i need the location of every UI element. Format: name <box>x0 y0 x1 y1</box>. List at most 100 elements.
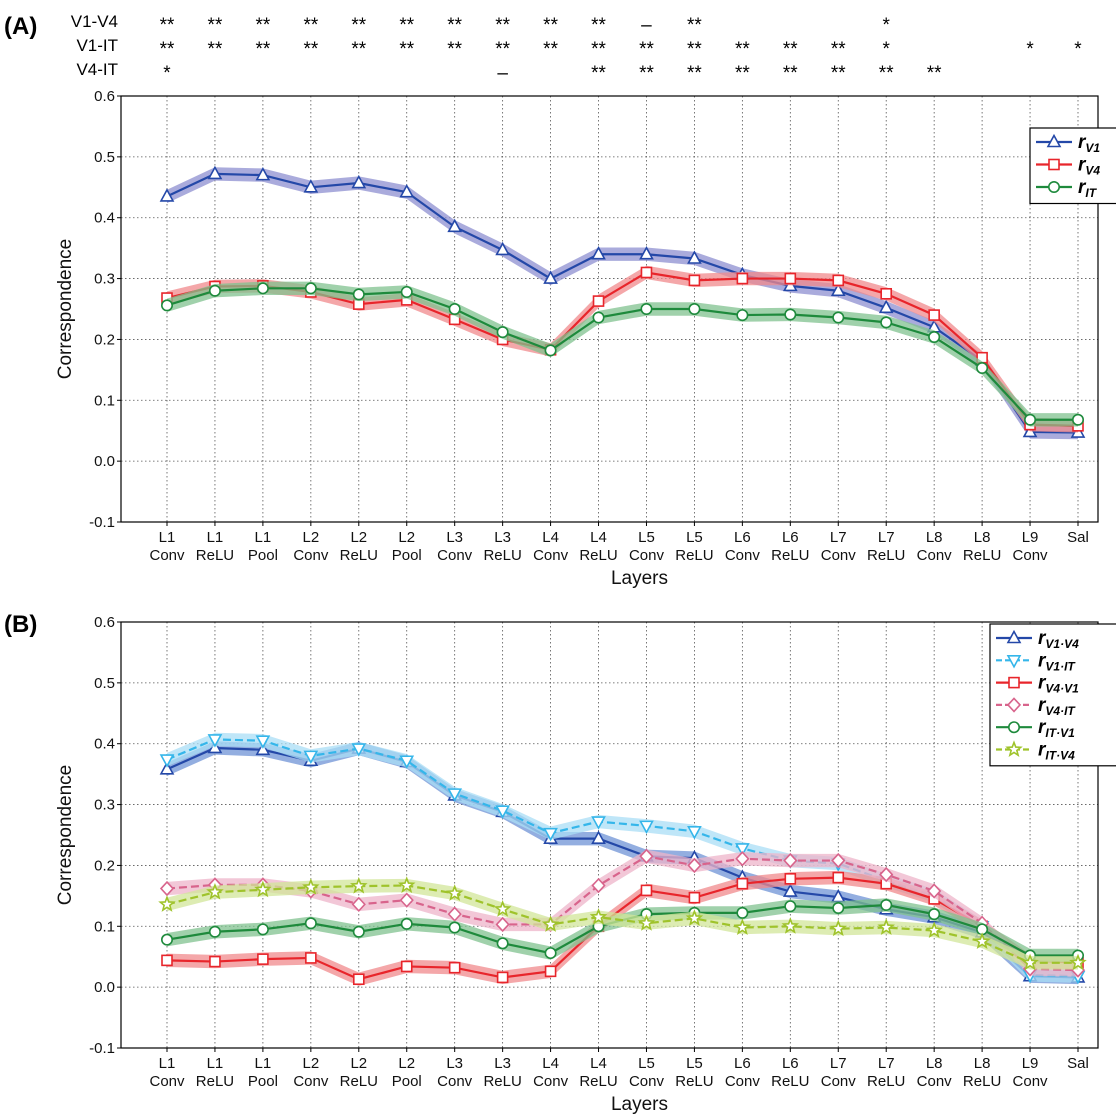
confidence-band <box>167 849 1078 977</box>
data-point <box>159 880 175 897</box>
significance-mark: – <box>497 63 508 84</box>
legend-marker <box>1048 181 1061 194</box>
data-point <box>783 852 798 869</box>
x-tick-label: Pool <box>248 1073 278 1090</box>
y-tick-label: 0.4 <box>94 210 115 227</box>
data-point <box>495 241 510 256</box>
data-point <box>257 953 269 965</box>
significance-mark: ** <box>495 39 510 60</box>
significance-mark: ** <box>543 39 558 60</box>
data-point <box>1072 413 1085 426</box>
series-line <box>166 884 1078 964</box>
significance-row-label: V4-IT <box>76 60 118 79</box>
data-point <box>784 272 797 285</box>
data-point <box>736 906 749 919</box>
series-v1v4 <box>159 739 1086 985</box>
confidence-band <box>167 878 1078 970</box>
series-line <box>166 746 1079 979</box>
significance-mark: ** <box>831 39 846 60</box>
grid <box>121 621 1098 1049</box>
data-point <box>640 302 653 315</box>
series-v1 <box>159 165 1086 440</box>
legend-subscript: IT <box>1085 186 1097 200</box>
data-point <box>447 788 463 802</box>
data-point <box>254 880 272 898</box>
y-tick-label: 0.6 <box>94 614 115 631</box>
data-point <box>782 883 798 897</box>
plot-frame <box>120 95 1099 523</box>
x-tick-label: L2 <box>350 529 367 546</box>
data-point <box>302 878 320 895</box>
x-axis-label: Layers <box>611 568 668 589</box>
data-point <box>496 971 509 984</box>
x-tick-label: Conv <box>533 1073 569 1090</box>
data-point <box>207 165 223 180</box>
data-point <box>158 895 176 912</box>
significance-mark: ** <box>351 15 366 36</box>
x-tick-label: L8 <box>926 1055 943 1072</box>
data-point <box>448 302 461 315</box>
legend-subscript: V4 <box>1085 164 1100 178</box>
x-tick-label: Conv <box>293 547 329 564</box>
data-point <box>830 282 846 297</box>
x-tick-label: L5 <box>638 1055 655 1072</box>
significance-mark: ** <box>639 63 654 84</box>
series-line <box>166 876 1079 981</box>
data-point <box>496 937 509 950</box>
significance-mark: ** <box>208 15 223 36</box>
x-tick-label: L6 <box>782 1055 799 1072</box>
x-tick-label: Conv <box>437 1073 473 1090</box>
significance-mark: ** <box>639 39 654 60</box>
x-tick-label: Sal <box>1067 1055 1089 1072</box>
significance-row: V1-IT ** ** ** ** ** ** ** ** ** ** ** ** ** ** ** * * * <box>76 36 1082 60</box>
legend-marker <box>1006 629 1022 644</box>
legend-subscript: IT·V4 <box>1045 749 1075 763</box>
x-tick-label: Sal <box>1067 529 1089 546</box>
x-tick-label: L1 <box>207 1055 224 1072</box>
y-tick-label: 0.0 <box>94 453 115 470</box>
significance-mark: ** <box>255 39 270 60</box>
data-point <box>592 295 605 307</box>
x-tick-label: Conv <box>149 547 185 564</box>
data-point <box>639 848 654 864</box>
x-tick-label: L9 <box>1022 529 1039 546</box>
x-tick-label: L5 <box>686 529 703 546</box>
data-point <box>735 851 750 867</box>
x-tick-label: L1 <box>159 1055 176 1072</box>
confidence-band <box>167 732 1078 983</box>
data-point <box>400 960 413 973</box>
panel-label: (A) <box>4 13 37 40</box>
data-point <box>445 884 464 901</box>
significance-mark: ** <box>495 15 510 36</box>
x-tick-label: L8 <box>974 529 991 546</box>
x-tick-label: ReLU <box>340 547 378 564</box>
data-point <box>1024 413 1037 426</box>
x-tick-label: L6 <box>734 529 751 546</box>
data-point <box>829 919 848 937</box>
x-tick-label: ReLU <box>963 547 1001 564</box>
y-tick-label: 0.5 <box>94 675 115 692</box>
data-point <box>591 246 606 260</box>
data-point <box>1069 953 1087 971</box>
x-tick-label: ReLU <box>963 1073 1001 1090</box>
y-tick-label: 0.1 <box>94 392 115 409</box>
significance-mark: ** <box>160 15 175 36</box>
x-tick-label: L8 <box>926 529 943 546</box>
x-tick-label: L2 <box>302 529 319 546</box>
data-point <box>350 876 368 894</box>
x-tick-label: ReLU <box>771 1073 809 1090</box>
series-line <box>166 855 1079 972</box>
confidence-band <box>167 741 1078 985</box>
significance-mark: ** <box>831 63 846 84</box>
data-point <box>591 877 606 894</box>
y-tick-label: 0.5 <box>94 149 115 166</box>
series-line <box>166 172 1079 434</box>
x-tick-label: L5 <box>638 529 655 546</box>
x-tick-label: L8 <box>974 1055 991 1072</box>
data-point <box>400 285 413 298</box>
legend-marker <box>1006 654 1022 669</box>
significance-mark: ** <box>879 63 894 84</box>
x-tick-label: Conv <box>533 547 569 564</box>
